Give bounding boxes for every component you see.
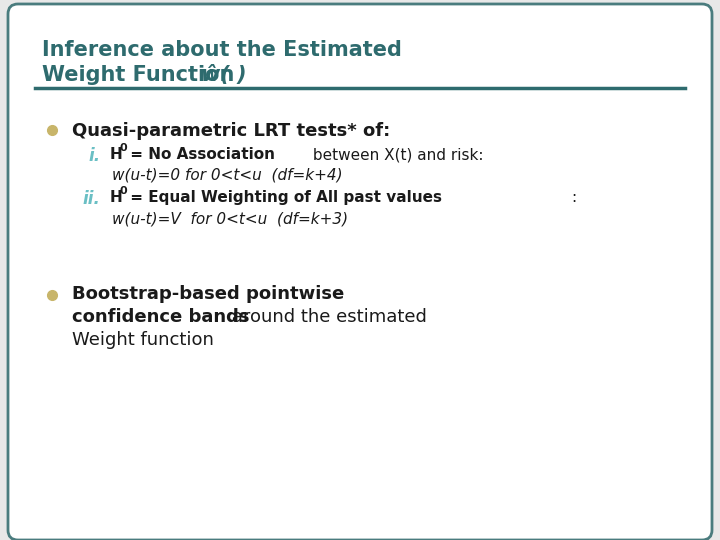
Text: Bootstrap-based pointwise: Bootstrap-based pointwise bbox=[72, 285, 344, 303]
FancyBboxPatch shape bbox=[8, 4, 712, 540]
Text: Weight Function: Weight Function bbox=[42, 65, 242, 85]
Text: Quasi-parametric LRT tests* of:: Quasi-parametric LRT tests* of: bbox=[72, 122, 390, 140]
Text: H: H bbox=[110, 190, 122, 205]
Text: :: : bbox=[571, 190, 576, 205]
Text: ŵ( ): ŵ( ) bbox=[201, 65, 246, 85]
Text: 0: 0 bbox=[119, 143, 127, 153]
Text: w(u-t)=0 for 0<t<u  (df=k+4): w(u-t)=0 for 0<t<u (df=k+4) bbox=[112, 168, 343, 183]
Text: Inference about the Estimated: Inference about the Estimated bbox=[42, 40, 402, 60]
Text: 0: 0 bbox=[119, 186, 127, 196]
Text: ii.: ii. bbox=[82, 190, 100, 208]
Text: w(u-t)=V  for 0<t<u  (df=k+3): w(u-t)=V for 0<t<u (df=k+3) bbox=[112, 211, 348, 226]
Text: = No Association: = No Association bbox=[125, 147, 275, 162]
Text: between X(t) and risk:: between X(t) and risk: bbox=[308, 147, 484, 162]
Text: H: H bbox=[110, 147, 122, 162]
Text: around the estimated: around the estimated bbox=[226, 308, 427, 326]
Text: Weight function: Weight function bbox=[72, 331, 214, 349]
Text: confidence bands: confidence bands bbox=[72, 308, 250, 326]
Text: i.: i. bbox=[88, 147, 100, 165]
Text: = Equal Weighting of All past values: = Equal Weighting of All past values bbox=[125, 190, 442, 205]
